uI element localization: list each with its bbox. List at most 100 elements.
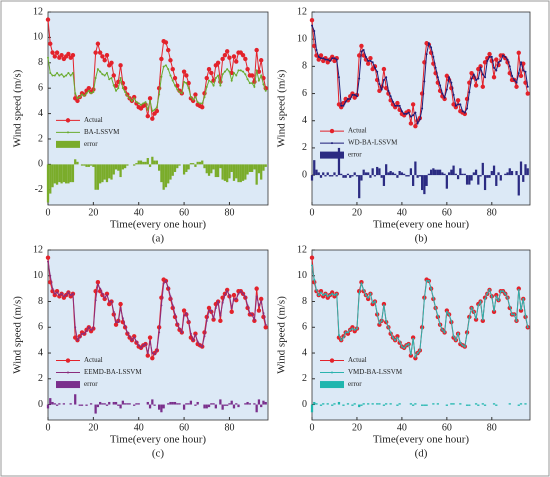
y-tick-label: 8 [302, 296, 307, 307]
error-bar [378, 403, 381, 405]
point [360, 282, 363, 285]
error-bar [246, 401, 249, 405]
error-bar [212, 403, 215, 405]
error-bar [423, 404, 426, 406]
point [414, 111, 417, 114]
point [115, 321, 118, 324]
point [398, 340, 401, 343]
point [324, 292, 327, 295]
point [156, 85, 162, 91]
point [430, 46, 433, 49]
point [215, 60, 221, 65]
error-bar [434, 169, 437, 176]
point [220, 56, 225, 62]
point [194, 96, 197, 99]
point [110, 300, 113, 303]
error-bar [364, 172, 368, 176]
point [518, 73, 524, 79]
x-tick-label: 0 [310, 207, 315, 218]
point [508, 65, 511, 68]
x-tick-label: 40 [134, 207, 144, 218]
legend-label: error [348, 151, 362, 159]
error-bar [432, 403, 435, 405]
error-bar [492, 403, 496, 405]
point [462, 111, 468, 117]
caption: (b) [415, 233, 428, 245]
error-bar [317, 172, 320, 176]
error-bar [337, 401, 341, 405]
error-bar [360, 404, 363, 406]
point [367, 59, 370, 62]
point [410, 335, 416, 340]
error-bar [450, 169, 453, 176]
point [412, 337, 415, 340]
point [144, 343, 147, 346]
point [135, 340, 138, 343]
point [481, 73, 484, 76]
error-bar [121, 164, 124, 170]
error-bar [346, 403, 350, 405]
point [353, 93, 356, 96]
error-bar [497, 172, 500, 176]
point [326, 295, 329, 298]
point [51, 74, 54, 77]
point [81, 332, 84, 335]
point [246, 304, 249, 307]
point [229, 70, 234, 76]
error-bar [477, 404, 480, 406]
point [221, 73, 224, 76]
point [149, 99, 152, 102]
point [248, 82, 251, 85]
error-bar [394, 173, 397, 176]
point [228, 294, 231, 297]
point [171, 304, 174, 307]
point [381, 66, 387, 72]
error-bar [333, 403, 336, 405]
point [113, 83, 119, 88]
point [416, 122, 419, 125]
error-bar [87, 164, 90, 167]
error-bar [178, 403, 181, 405]
legend-label: Actual [348, 127, 367, 135]
error-bar [46, 404, 50, 409]
error-bar [232, 404, 236, 409]
error-bar [212, 164, 215, 170]
point [58, 294, 61, 297]
error-bar [429, 169, 433, 176]
point [517, 72, 520, 75]
y-tick-label: 2 [38, 373, 43, 384]
error-bar [237, 164, 240, 183]
point [423, 297, 426, 300]
error-bar [389, 403, 392, 405]
error-bar [405, 175, 408, 177]
point [326, 58, 329, 61]
point [477, 77, 480, 80]
point [255, 295, 258, 298]
point [227, 55, 232, 60]
point [117, 87, 120, 90]
point [317, 294, 320, 297]
point [394, 339, 397, 342]
point [468, 317, 471, 320]
y-tick-label: 4 [302, 115, 307, 126]
y-tick-label: 8 [38, 296, 43, 307]
point [223, 294, 226, 297]
point [444, 308, 450, 313]
point [85, 92, 88, 95]
point [468, 91, 471, 94]
point [45, 17, 51, 22]
error-bar [185, 164, 188, 172]
error-bar [187, 164, 190, 170]
error-bar [255, 164, 258, 185]
error-bar [108, 401, 111, 405]
point [180, 92, 183, 95]
point [511, 74, 514, 77]
point [364, 55, 367, 58]
error-bar [244, 164, 247, 180]
error-bar [74, 159, 77, 165]
point [214, 306, 217, 309]
point [51, 287, 54, 290]
error-bar [133, 404, 136, 406]
point [200, 105, 205, 110]
error-bar [400, 172, 404, 176]
